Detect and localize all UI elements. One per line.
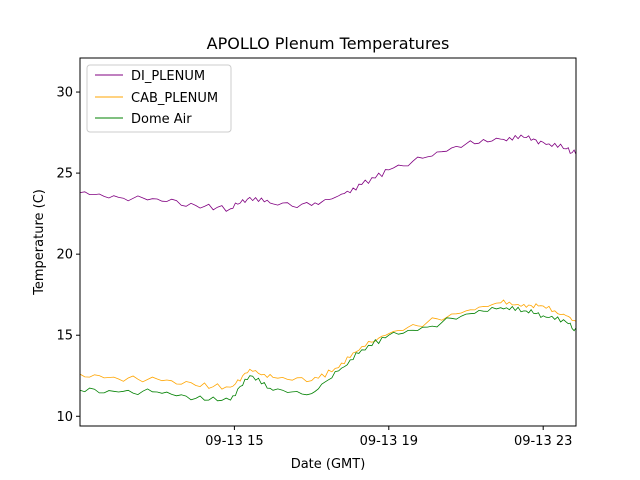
legend-label-di-plenum: DI_PLENUM [131, 69, 205, 84]
y-axis-ticks: 10 15 20 25 30 [56, 86, 80, 425]
y-axis-label: Temperature (C) [32, 189, 47, 296]
legend: DI_PLENUM CAB_PLENUM Dome Air [86, 64, 232, 133]
legend-label-cab-plenum: CAB_PLENUM [131, 91, 218, 106]
legend-box [86, 64, 232, 133]
x-axis-label: Date (GMT) [291, 457, 366, 472]
y-tick-label: 10 [56, 410, 73, 425]
y-tick-label: 30 [56, 86, 73, 101]
y-tick-label: 20 [56, 248, 73, 263]
legend-label-dome-air: Dome Air [131, 112, 192, 127]
x-tick-label: 09-13 15 [205, 434, 263, 449]
y-tick-label: 15 [56, 329, 73, 344]
x-tick-label: 09-13 19 [360, 434, 418, 449]
x-tick-label: 09-13 23 [514, 434, 572, 449]
axes-frame [79, 57, 577, 427]
y-tick-label: 25 [56, 167, 73, 182]
chart-title: APOLLO Plenum Temperatures [207, 34, 450, 53]
